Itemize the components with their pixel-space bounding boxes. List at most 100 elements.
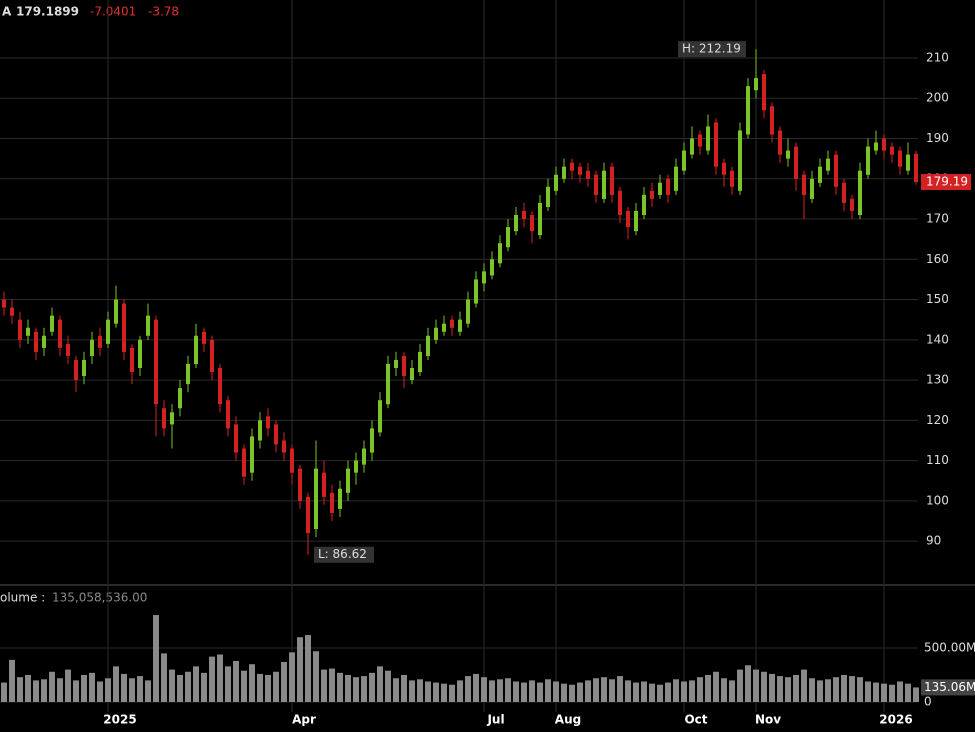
- candle-body: [738, 130, 742, 191]
- candle-body: [194, 335, 198, 364]
- candle-body: [898, 150, 902, 167]
- volume-bar: [617, 676, 623, 702]
- candle-body: [114, 299, 118, 324]
- volume-bar: [433, 682, 439, 702]
- volume-bar: [153, 615, 159, 702]
- candle-body: [82, 359, 86, 377]
- candle-body: [906, 154, 910, 171]
- candle-body: [810, 178, 814, 199]
- candle-body: [210, 339, 214, 373]
- candle-body: [90, 339, 94, 356]
- volume-bar: [265, 674, 271, 702]
- y-tick-label: 140: [926, 332, 949, 346]
- volume-bar: [497, 679, 503, 702]
- candle-body: [754, 78, 758, 91]
- volume-bar: [33, 680, 39, 702]
- volume-bar: [129, 678, 135, 702]
- volume-bar: [201, 672, 207, 702]
- volume-tick-label: 0: [924, 695, 932, 709]
- low-marker: L: 86.62: [318, 547, 367, 561]
- candle-body: [226, 400, 230, 429]
- candle-body: [666, 178, 670, 195]
- volume-bar: [857, 677, 863, 702]
- candle-body: [378, 400, 382, 433]
- volume-bar: [65, 669, 71, 702]
- candle-body: [338, 488, 342, 509]
- candle-body: [570, 162, 574, 171]
- candle-body: [826, 158, 830, 171]
- volume-bar: [889, 684, 895, 702]
- x-tick-label: Nov: [755, 713, 781, 727]
- volume-bar: [121, 673, 127, 702]
- candle-body: [674, 166, 678, 191]
- volume-bar: [577, 682, 583, 702]
- candle-body: [578, 166, 582, 175]
- candle-body: [434, 327, 438, 340]
- candle-body: [914, 153, 918, 183]
- volume-bar: [609, 679, 615, 702]
- candle-body: [74, 359, 78, 381]
- volume-bar: [113, 666, 119, 702]
- candle-body: [370, 428, 374, 453]
- candle-body: [626, 210, 630, 228]
- candle-body: [562, 166, 566, 179]
- volume-bar: [593, 678, 599, 702]
- candle-body: [474, 279, 478, 304]
- volume-bar: [233, 660, 239, 702]
- volume-bar: [745, 665, 751, 702]
- volume-bar: [209, 656, 215, 702]
- candle-body: [722, 162, 726, 175]
- candle-body: [202, 331, 206, 344]
- candle-body: [178, 388, 182, 409]
- candle-body: [122, 303, 126, 352]
- symbol: A: [2, 5, 12, 19]
- volume-bar: [305, 635, 311, 702]
- y-tick-label: 160: [926, 252, 949, 266]
- volume-bar: [289, 652, 295, 702]
- candle-body: [186, 363, 190, 385]
- candle-body: [330, 492, 334, 513]
- volume-bar: [897, 681, 903, 702]
- candle-body: [2, 299, 6, 308]
- candle-body: [514, 215, 518, 232]
- volume-bar: [505, 678, 511, 702]
- candle-body: [10, 307, 14, 316]
- volume-bar: [489, 680, 495, 702]
- volume-bar: [369, 672, 375, 702]
- candle-body: [402, 355, 406, 377]
- candle-body: [706, 126, 710, 151]
- volume-tick-label: 500.00M: [924, 640, 975, 654]
- candle-body: [594, 174, 598, 195]
- candle-body: [858, 170, 862, 216]
- volume-bar: [273, 671, 279, 702]
- candle-body: [778, 130, 782, 155]
- candle-body: [306, 496, 310, 534]
- candle-body: [250, 436, 254, 473]
- candle-body: [130, 347, 134, 373]
- candle-body: [386, 363, 390, 405]
- volume-bar: [561, 683, 567, 702]
- candle-body: [426, 335, 430, 356]
- candle-body: [418, 351, 422, 373]
- high-marker: H: 212.19: [682, 42, 741, 56]
- candle-body: [610, 166, 614, 195]
- candle-body: [850, 198, 854, 211]
- candle-body: [146, 315, 150, 336]
- volume-bar: [729, 680, 735, 702]
- candle-body: [322, 472, 326, 497]
- volume-bar: [601, 677, 607, 702]
- candle-body: [818, 166, 822, 183]
- candle-body: [874, 142, 878, 151]
- volume-bar: [73, 680, 79, 702]
- volume-bar: [865, 681, 871, 702]
- candle-body: [842, 182, 846, 203]
- volume-bar: [337, 672, 343, 702]
- volume-bar: [169, 669, 175, 702]
- volume-bar: [793, 674, 799, 702]
- candle-body: [698, 134, 702, 147]
- volume-bar: [689, 680, 695, 702]
- volume-bar: [785, 677, 791, 702]
- volume-bar: [873, 682, 879, 702]
- candle-body: [770, 106, 774, 135]
